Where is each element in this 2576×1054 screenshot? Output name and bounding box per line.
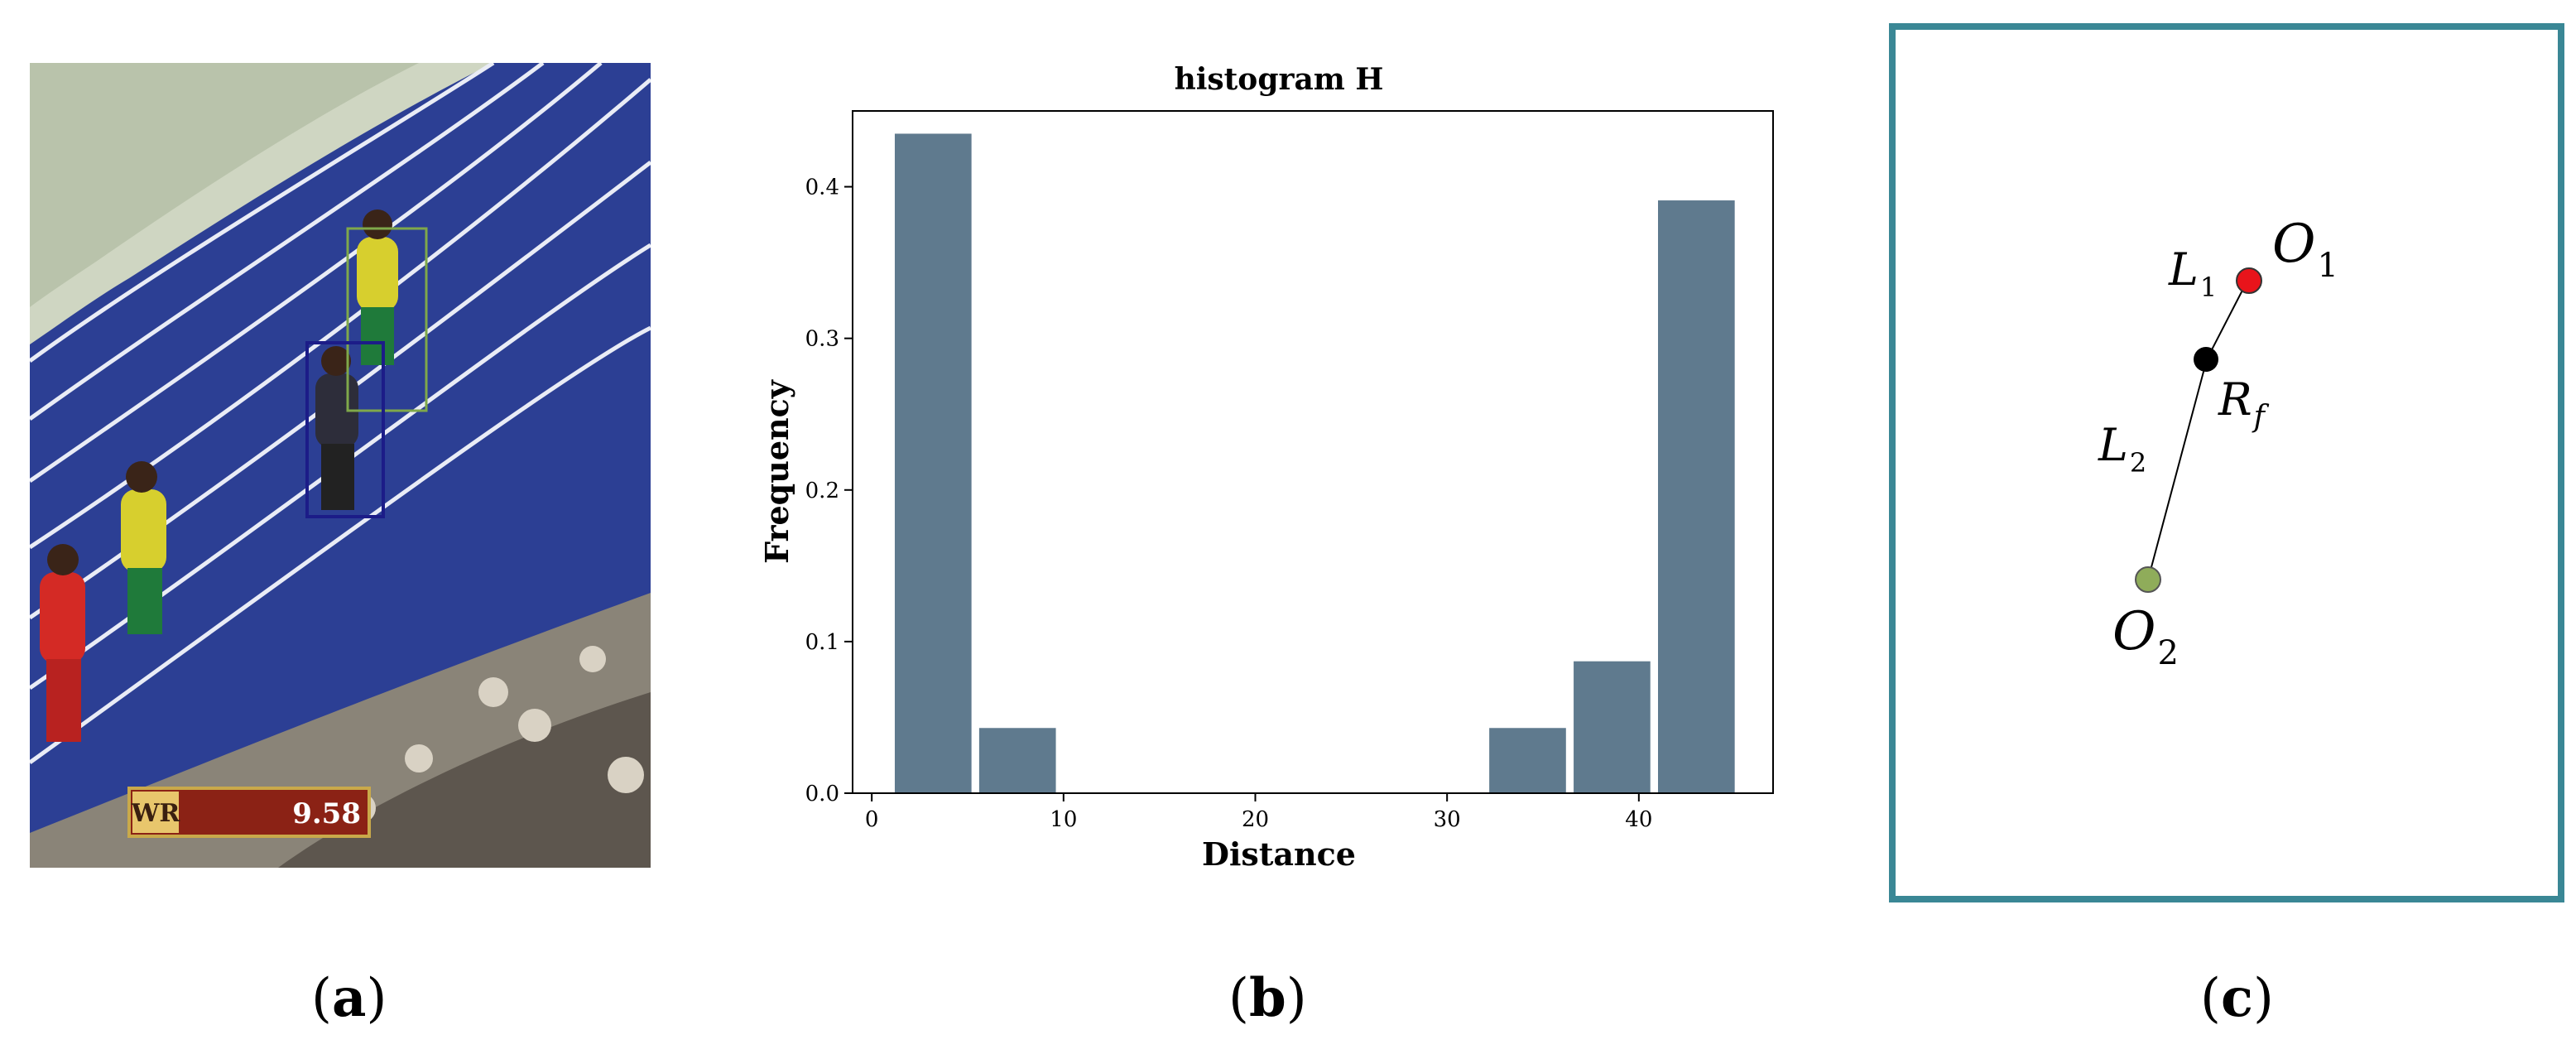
caption-b: (b)	[1228, 967, 1307, 1029]
histogram-bar	[1489, 728, 1566, 793]
label-l2: L2	[2098, 419, 2146, 479]
x-tick-label: 0	[865, 807, 879, 832]
histogram-bar	[978, 728, 1056, 793]
runner-red	[40, 544, 85, 742]
distance-diagram-panel: O1 L1 Rf L2 O2	[1887, 22, 2566, 911]
race-photo: WR 9.58	[30, 63, 651, 868]
runner-yellow-front	[357, 209, 398, 365]
chart-title: histogram H	[1175, 62, 1384, 97]
x-axis-label: Distance	[1202, 835, 1356, 873]
histogram-bar	[1658, 200, 1735, 794]
histogram-bar	[1574, 661, 1651, 793]
x-tick-label: 40	[1625, 807, 1652, 832]
x-tick-label: 20	[1242, 807, 1269, 832]
label-l1: L1	[2168, 243, 2217, 303]
label-o1: O1	[2272, 214, 2338, 285]
scoreboard-time: 9.58	[292, 797, 361, 830]
y-tick-label: 0.2	[805, 479, 839, 503]
y-axis-label: Frequency	[758, 379, 795, 564]
scoreboard-label: WR	[131, 799, 181, 828]
scoreboard: WR 9.58	[127, 787, 371, 838]
tracking-box-green	[346, 227, 428, 412]
y-tick-label: 0.3	[805, 327, 839, 352]
diagram-frame	[1889, 23, 2564, 902]
x-tick-label: 10	[1050, 807, 1077, 832]
runner-yellow-left	[121, 461, 166, 634]
label-o2: O2	[2112, 601, 2179, 672]
point-o1	[2236, 267, 2262, 294]
y-tick-label: 0.1	[805, 630, 839, 655]
distance-diagram: O1 L1 Rf L2 O2	[1889, 23, 2564, 902]
tracking-box-blue	[305, 341, 385, 518]
point-rf	[2194, 347, 2218, 372]
segment-l2	[2147, 359, 2208, 580]
histogram-chart: histogram H Frequency Distance 0 10 20 30 40…	[758, 62, 1774, 873]
y-tick-label: 0.4	[805, 176, 839, 200]
label-rf: Rf	[2218, 373, 2270, 434]
caption-a: (a)	[311, 967, 387, 1029]
x-tick-label: 30	[1434, 807, 1461, 832]
histogram-bar	[894, 133, 972, 793]
y-tick-label: 0.0	[805, 782, 839, 806]
plot-frame	[852, 110, 1774, 794]
segment-l1	[2206, 280, 2248, 360]
race-photo-panel: WR 9.58	[30, 63, 651, 871]
caption-c: (c)	[2200, 967, 2274, 1029]
histogram-panel: histogram H Frequency Distance 0 10 20 30 40…	[728, 58, 1796, 898]
point-o2	[2135, 566, 2161, 593]
